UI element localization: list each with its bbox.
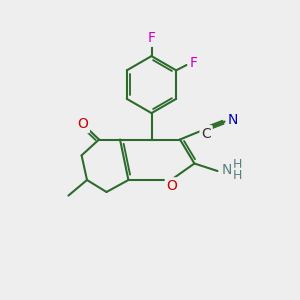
Text: F: F (189, 56, 197, 70)
Text: N: N (221, 163, 232, 176)
Text: H: H (232, 158, 242, 171)
Text: H: H (232, 169, 242, 182)
Text: O: O (167, 179, 177, 193)
Text: N: N (227, 113, 238, 127)
Text: F: F (148, 31, 155, 45)
Text: O: O (77, 118, 88, 131)
Text: C: C (201, 127, 211, 141)
